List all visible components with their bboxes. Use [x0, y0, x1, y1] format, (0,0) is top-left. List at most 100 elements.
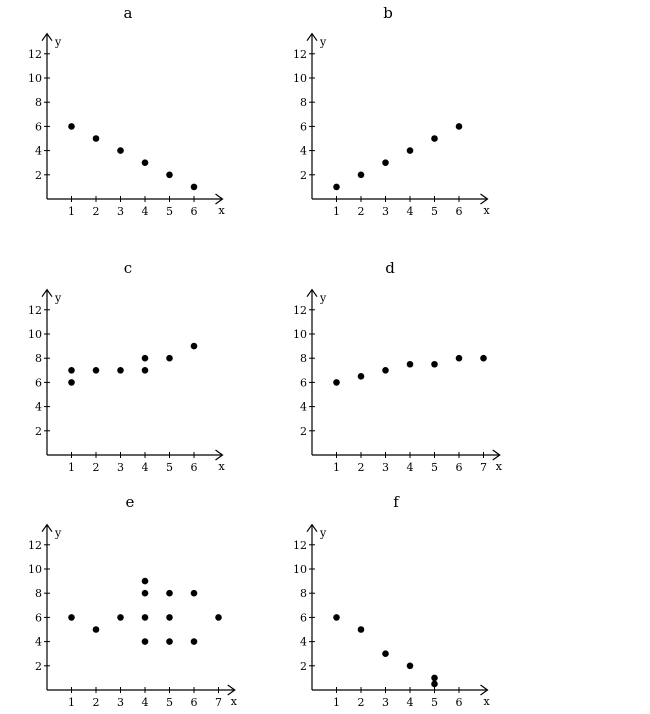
- chart-a-x-tick-label: 5: [166, 205, 173, 218]
- chart-e-title: e: [126, 493, 135, 511]
- chart-c-x-tick-label: 4: [142, 461, 149, 474]
- chart-b-y-tick-label: 10: [293, 72, 307, 85]
- chart-d-data-point: [455, 354, 463, 362]
- chart-f-data-point: [382, 650, 389, 657]
- chart-e-x-tick-label: 2: [93, 696, 100, 709]
- chart-b-y-tick-label: 12: [293, 48, 307, 61]
- chart-d-x-tick-label: 3: [382, 461, 389, 474]
- chart-e-data-point: [166, 589, 173, 597]
- chart-a-x-arrow-icon: [215, 193, 224, 205]
- chart-b-y-tick-label: 4: [300, 145, 307, 158]
- chart-d-data-point: [357, 373, 365, 380]
- chart-f-x-arrow-icon: [480, 684, 489, 696]
- chart-c-y-tick-label: 2: [35, 425, 42, 438]
- chart-b-x-tick-label: 5: [431, 205, 438, 218]
- chart-c-y-tick-label: 6: [35, 376, 42, 389]
- chart-c-y-tick-label: 4: [35, 401, 42, 414]
- chart-b-x-tick-label: 3: [382, 205, 389, 218]
- chart-b-x-tick-label: 6: [456, 205, 463, 218]
- chart-d-x-tick-label: 4: [407, 461, 414, 474]
- chart-c-data-point: [68, 367, 75, 374]
- chart-f-x-tick-label: 5: [431, 696, 438, 709]
- chart-e-x-tick-label: 4: [142, 696, 149, 709]
- chart-d-x-label: x: [496, 460, 503, 473]
- chart-b-x-tick-label: 1: [333, 205, 340, 218]
- chart-d-x-arrow-icon: [492, 449, 501, 461]
- chart-e-y-tick-label: 10: [28, 563, 42, 576]
- chart-c-x-tick-label: 2: [93, 461, 100, 474]
- chart-e-y-label: y: [54, 527, 62, 540]
- chart-b-data-point: [333, 183, 340, 191]
- chart-e-data-point: [141, 577, 149, 585]
- chart-b-data-point: [455, 123, 463, 130]
- chart-d-y-tick-label: 2: [300, 425, 307, 438]
- chart-e-y-tick-label: 12: [28, 539, 42, 552]
- chart-f-data-point: [333, 614, 340, 621]
- chart-f-y-label: y: [319, 527, 327, 540]
- chart-b-x-tick-label: 2: [358, 205, 365, 218]
- chart-c-y-tick-label: 12: [28, 304, 42, 317]
- chart-e-x-tick-label: 3: [117, 696, 124, 709]
- chart-e-x-tick-label: 6: [191, 696, 198, 709]
- chart-a-data-point: [166, 171, 173, 179]
- chart-e-data-point: [166, 638, 173, 645]
- chart-c-x-tick-label: 5: [166, 461, 173, 474]
- chart-c-y-arrow-icon: [41, 288, 53, 298]
- chart-f-data-point: [406, 662, 414, 670]
- chart-e-y-arrow-icon: [41, 523, 53, 533]
- chart-e-x-tick-label: 1: [68, 696, 75, 709]
- chart-a-data-point: [92, 135, 100, 142]
- chart-b-x-arrow-icon: [480, 193, 489, 205]
- chart-c-x-tick-label: 3: [117, 461, 124, 474]
- chart-c-y-tick-label: 10: [28, 328, 42, 341]
- chart-a-y-arrow-icon: [41, 32, 53, 42]
- chart-f-y-tick-label: 12: [293, 539, 307, 552]
- chart-f-y-arrow-icon: [306, 523, 318, 533]
- chart-c-data-point: [117, 367, 124, 374]
- chart-c-title: c: [124, 259, 132, 277]
- chart-f-x-tick-label: 2: [358, 696, 365, 709]
- chart-e-data-point: [68, 614, 75, 621]
- chart-f-x-tick-label: 1: [333, 696, 340, 709]
- chart-c-x-arrow-icon: [215, 449, 224, 461]
- chart-e-data-point: [215, 614, 222, 621]
- chart-e-data-point: [141, 638, 149, 645]
- chart-f-x-tick-label: 3: [382, 696, 389, 709]
- chart-d-x-tick-label: 6: [456, 461, 463, 474]
- chart-a-y-tick-label: 12: [28, 48, 42, 61]
- chart-b-data-point: [382, 159, 389, 166]
- chart-c-data-point: [68, 379, 75, 386]
- chart-a-y-tick-label: 6: [35, 120, 42, 133]
- chart-a-x-label: x: [219, 204, 226, 217]
- chart-f-x-tick-label: 6: [456, 696, 463, 709]
- chart-e-data-point: [190, 638, 198, 645]
- chart-e-x-tick-label: 5: [166, 696, 173, 709]
- chart-a-data-point: [190, 183, 198, 191]
- chart-b-y-tick-label: 8: [300, 96, 307, 109]
- chart-f-y-tick-label: 2: [300, 660, 307, 673]
- chart-e-y-tick-label: 4: [35, 636, 42, 649]
- chart-b-data-point: [406, 147, 414, 154]
- chart-d-data-point: [333, 379, 340, 386]
- chart-a-y-tick-label: 2: [35, 169, 42, 182]
- chart-a-x-tick-label: 6: [191, 205, 198, 218]
- chart-a-x-tick-label: 1: [68, 205, 75, 218]
- chart-d-x-tick-label: 2: [358, 461, 365, 474]
- chart-c-data-point: [141, 354, 149, 362]
- chart-f-x-label: x: [484, 695, 491, 708]
- chart-d-x-tick-label: 7: [480, 461, 487, 474]
- chart-e-data-point: [141, 589, 149, 597]
- chart-c-y-tick-label: 8: [35, 352, 42, 365]
- chart-f-title: f: [393, 493, 400, 511]
- chart-e-x-tick-label: 7: [215, 696, 222, 709]
- chart-b-y-label: y: [319, 36, 327, 49]
- chart-d-y-tick-label: 10: [293, 328, 307, 341]
- chart-c-x-tick-label: 1: [68, 461, 75, 474]
- chart-c-data-point: [92, 367, 100, 374]
- chart-f-data-point: [357, 626, 365, 633]
